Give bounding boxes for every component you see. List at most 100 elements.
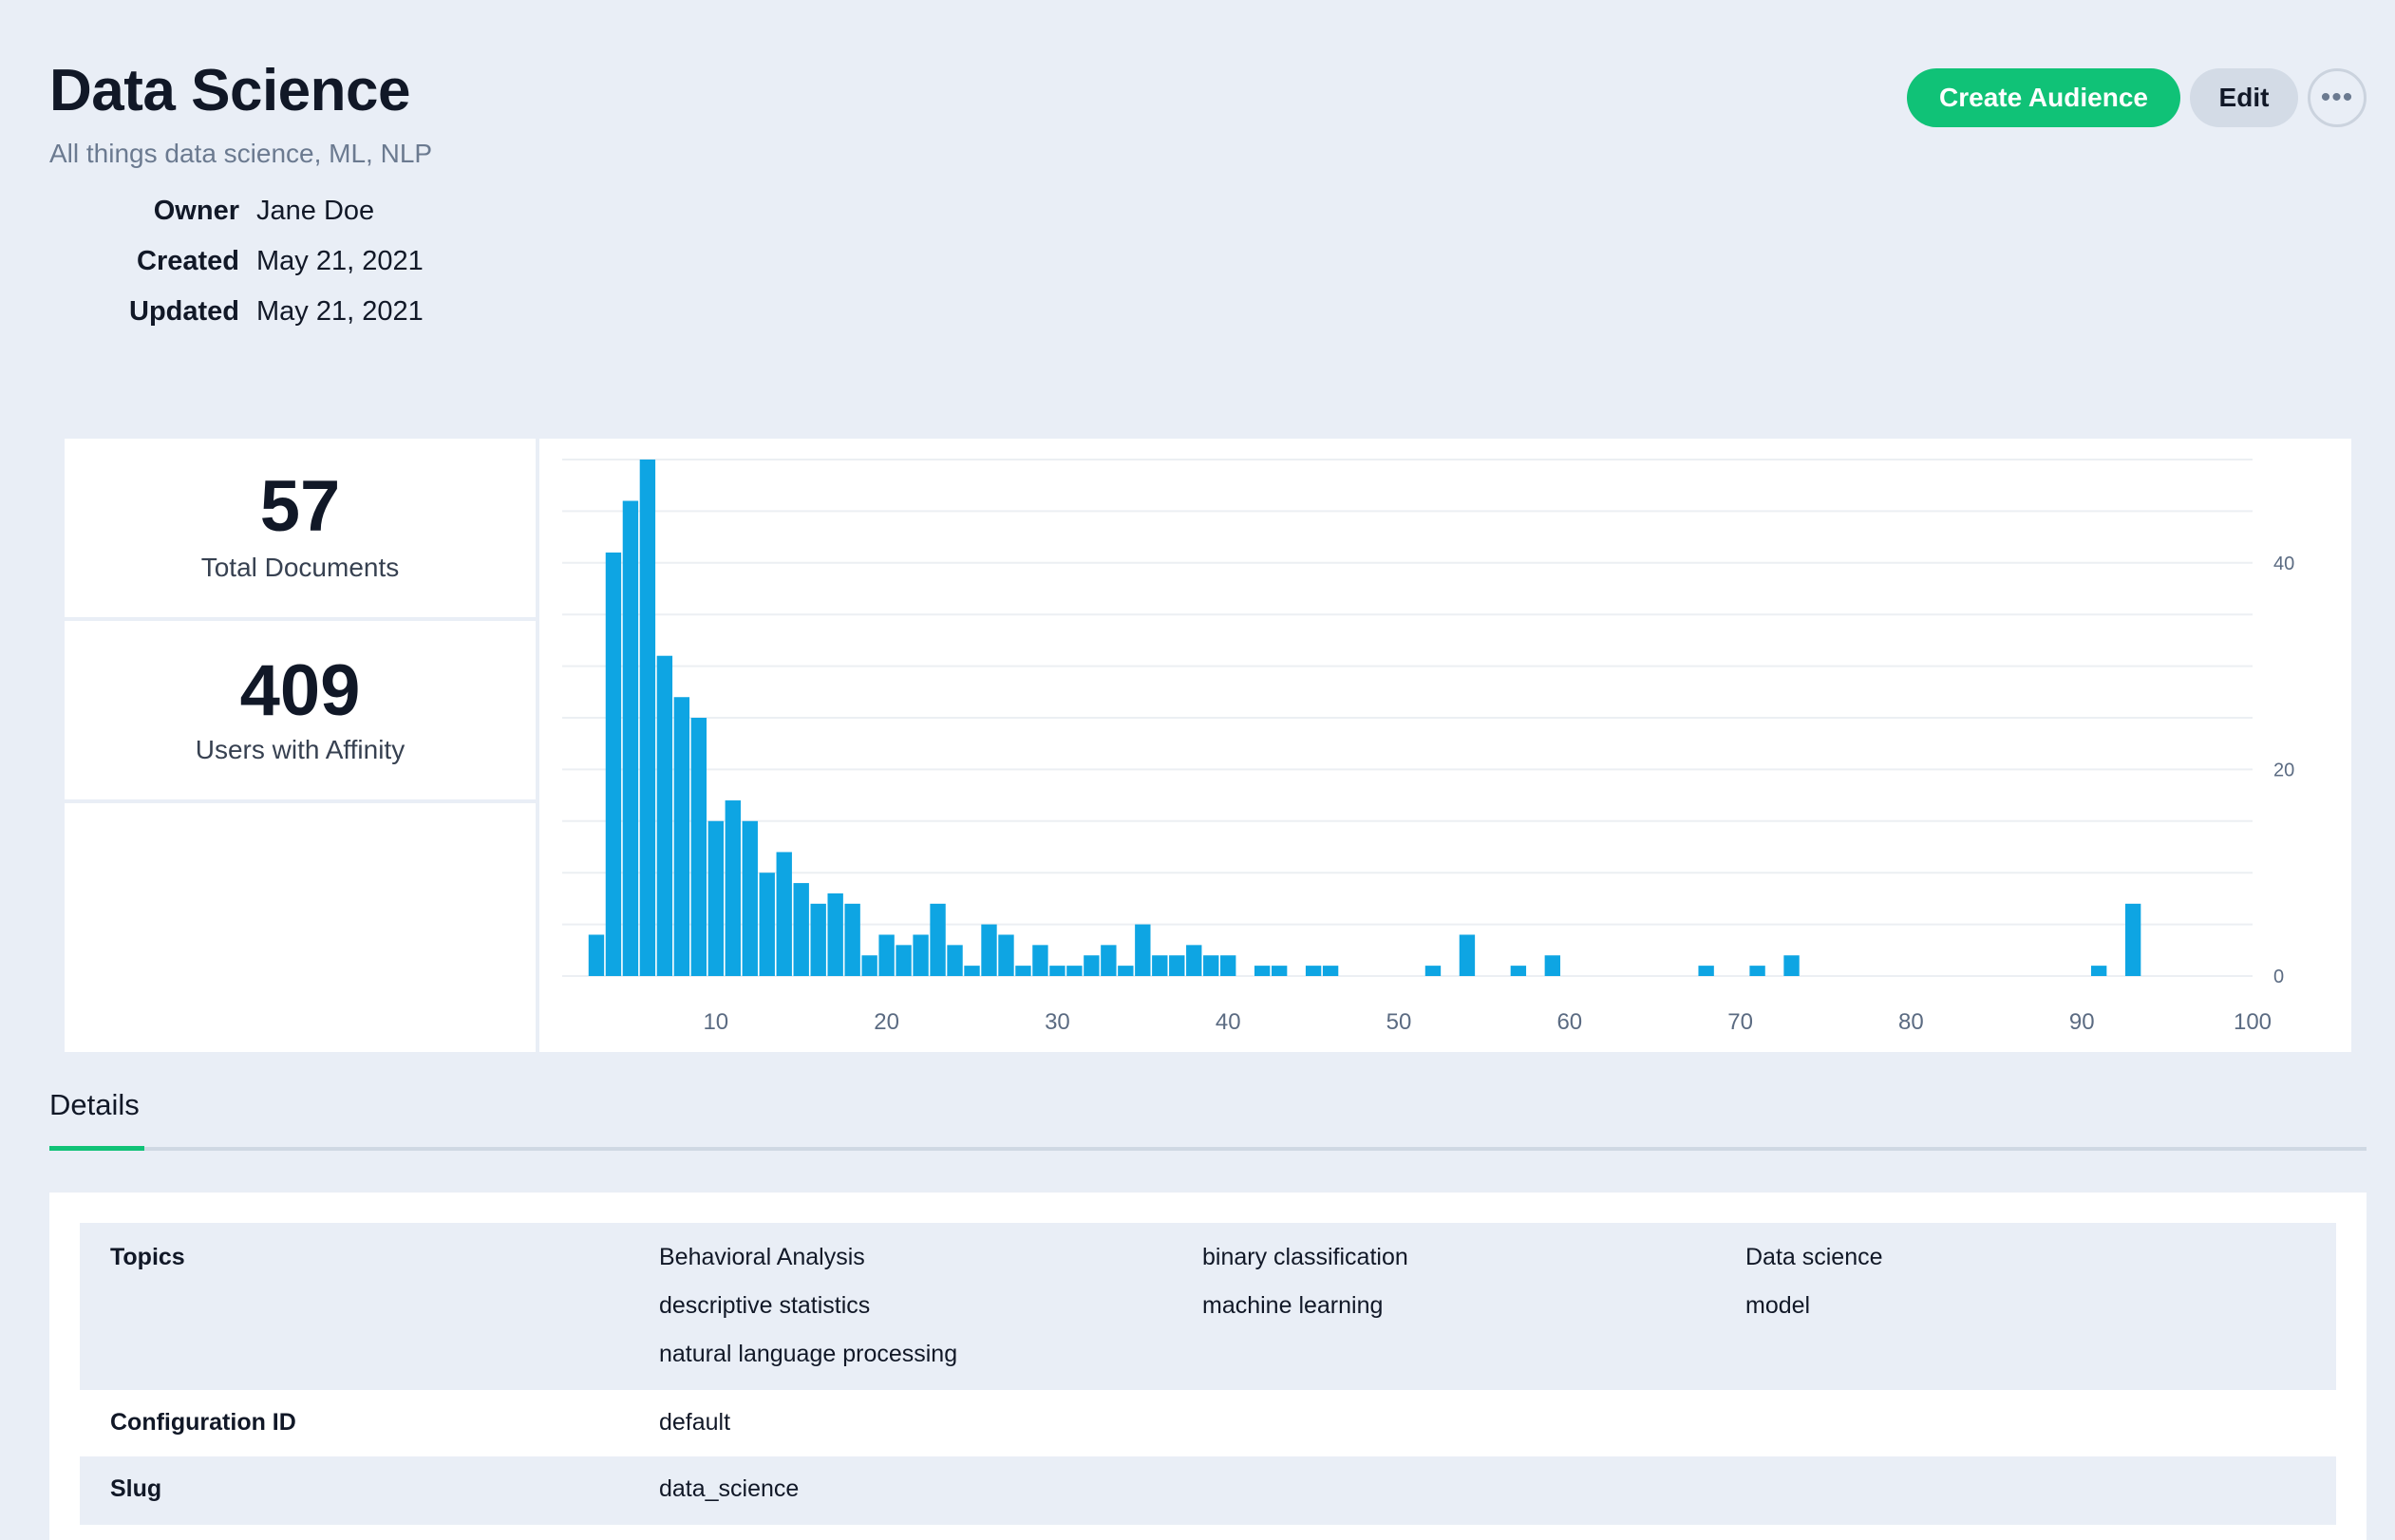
histogram-bar[interactable] [656,655,673,976]
topic-item: model [1745,1292,1811,1319]
users-with-affinity-value: 409 [239,650,361,731]
x-tick-label: 30 [1045,1009,1070,1035]
histogram-bar[interactable] [776,852,792,976]
y-tick-label: 40 [2273,554,2294,574]
page-subtitle: All things data science, ML, NLP [49,139,433,168]
y-tick-label: 0 [2273,967,2284,987]
users-with-affinity-label: Users with Affinity [195,735,405,764]
chart-gridlines [562,459,2253,977]
histogram-bar[interactable] [588,934,605,976]
page-title: Data Science [49,58,411,123]
histogram-bar[interactable] [1254,966,1271,976]
histogram-bar[interactable] [725,800,741,976]
histogram-bar[interactable] [878,934,895,976]
x-tick-label: 50 [1386,1009,1412,1035]
histogram-bar[interactable] [1118,966,1134,976]
histogram-bar[interactable] [896,945,912,976]
histogram-bar[interactable] [2124,903,2141,976]
header-actions: Create Audience Edit ••• [1907,68,2367,127]
histogram-bar[interactable] [913,934,929,976]
histogram-bar[interactable] [1152,955,1168,976]
details-card: Topics Behavioral Analysis binary classi… [49,1193,2367,1540]
topic-item: Data science [1745,1244,1883,1270]
total-documents-stat: 57 Total Documents [65,439,536,621]
updated-value: May 21, 2021 [256,296,424,327]
stats-card: 57 Total Documents 409 Users with Affini… [65,439,536,1052]
active-tab-indicator [49,1146,144,1151]
topic-item: machine learning [1202,1292,1384,1319]
tab-details[interactable]: Details [49,1088,140,1121]
histogram-bar[interactable] [1271,966,1288,976]
topic-item: binary classification [1202,1244,1408,1270]
slug-label: Slug [110,1475,162,1502]
histogram-card: 10 20 30 40 50 60 70 80 90 100 0 20 40 [539,439,2351,1052]
histogram-bar[interactable] [1186,945,1202,976]
histogram-bar[interactable] [981,924,997,976]
tab-bar: Details [49,1073,2367,1151]
histogram-bar[interactable] [793,883,809,976]
histogram-bar[interactable] [673,697,690,976]
metadata-list: Owner Jane Doe Created May 21, 2021 Upda… [49,196,424,328]
x-tick-label: 90 [2069,1009,2095,1035]
topics-label: Topics [110,1244,185,1270]
y-axis-ticks: 0 20 40 [2273,554,2294,987]
histogram-bar[interactable] [1698,966,1714,976]
more-horizontal-icon: ••• [2320,82,2354,113]
histogram-bar[interactable] [1032,945,1048,976]
created-value: May 21, 2021 [256,246,424,276]
histogram-bar[interactable] [1220,955,1236,976]
x-tick-label: 100 [2234,1009,2272,1035]
histogram-bar[interactable] [1510,966,1527,976]
more-options-button[interactable]: ••• [2308,68,2367,127]
histogram-bar[interactable] [1015,966,1031,976]
histogram-bar[interactable] [1305,966,1322,976]
histogram-bar[interactable] [1135,924,1151,976]
histogram-bar[interactable] [1749,966,1765,976]
histogram-bar[interactable] [1424,966,1442,976]
users-with-affinity-stat: 409 Users with Affinity [65,621,536,803]
edit-button[interactable]: Edit [2190,68,2298,127]
histogram-bar[interactable] [810,903,826,976]
x-tick-label: 60 [1556,1009,1582,1035]
histogram-bar[interactable] [844,903,860,976]
slug-value: data_science [659,1475,800,1502]
histogram-bar[interactable] [622,500,639,976]
histogram-bar[interactable] [2090,966,2107,976]
x-tick-label: 70 [1727,1009,1753,1035]
histogram-bar[interactable] [707,820,725,976]
owner-label: Owner [153,196,239,226]
histogram-bar[interactable] [930,903,946,976]
histogram-bar[interactable] [639,460,656,976]
histogram-bar[interactable] [690,718,707,976]
histogram-bar[interactable] [1322,966,1339,976]
chart-bars [588,460,2141,976]
total-documents-label: Total Documents [200,553,400,582]
topic-item: descriptive statistics [659,1292,871,1319]
histogram-bar[interactable] [1169,955,1185,976]
histogram-bar[interactable] [1101,945,1117,976]
configuration-id-row: Configuration ID default [80,1390,2336,1456]
histogram-bar[interactable] [1203,955,1219,976]
histogram-bar[interactable] [1459,934,1476,976]
histogram-bar[interactable] [605,552,622,976]
configuration-id-value: default [659,1409,731,1436]
histogram-bar[interactable] [947,945,963,976]
topics-list: Behavioral Analysis binary classificatio… [659,1244,2289,1368]
topic-item: natural language processing [659,1341,958,1367]
x-axis-ticks: 10 20 30 40 50 60 70 80 90 100 [703,1009,2272,1035]
create-audience-button[interactable]: Create Audience [1907,68,2180,127]
histogram-bar[interactable] [1066,966,1083,976]
histogram-bar[interactable] [759,873,775,976]
histogram-bar[interactable] [998,934,1014,976]
histogram-bar[interactable] [1544,955,1561,976]
histogram-bar[interactable] [827,892,843,976]
x-tick-label: 10 [703,1009,728,1035]
histogram-bar[interactable] [1783,955,1800,976]
histogram-bar[interactable] [964,966,980,976]
histogram-bar[interactable] [861,955,877,976]
owner-value: Jane Doe [256,196,375,226]
histogram-bar[interactable] [742,820,758,976]
histogram-bar[interactable] [1084,955,1100,976]
histogram-bar[interactable] [1049,966,1065,976]
created-label: Created [137,246,239,276]
